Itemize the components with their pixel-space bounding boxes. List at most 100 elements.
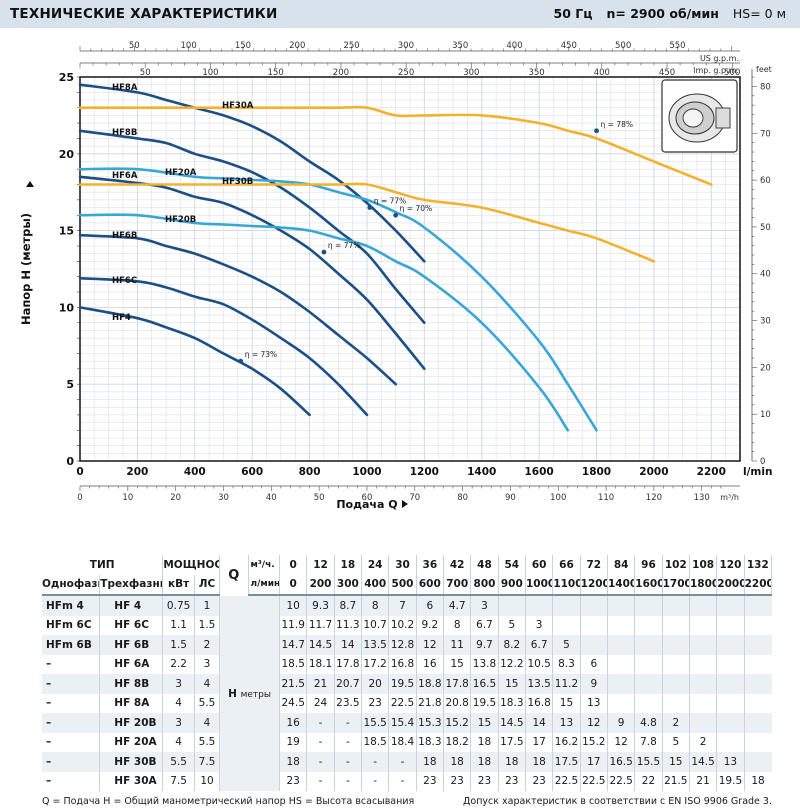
head-value: 17.8 — [443, 674, 472, 694]
head-value — [498, 595, 526, 616]
m3h-tick-label: 10 — [122, 493, 133, 503]
head-value: 18.3 — [498, 693, 526, 713]
head-value — [744, 615, 772, 635]
power-kw: 1.5 — [162, 635, 195, 655]
head-value: 13 — [716, 752, 745, 772]
head-value: 10.7 — [361, 615, 390, 635]
head-value: 13 — [580, 693, 608, 713]
power-kw: 7.5 — [162, 771, 195, 791]
head-value — [580, 615, 608, 635]
model-three-phase: HF 30A — [99, 771, 164, 791]
h-label-unit: метры — [240, 689, 271, 700]
m3h-tick-label: 40 — [266, 493, 277, 503]
head-value — [716, 732, 745, 752]
y-tick-label: 25 — [59, 71, 74, 84]
page-title: ТЕХНИЧЕСКИЕ ХАРАКТЕРИСТИКИ — [10, 6, 278, 22]
q-lmin-value: 1100 — [552, 574, 581, 596]
header-bar: ТЕХНИЧЕСКИЕ ХАРАКТЕРИСТИКИ 50 Гц n= 2900 … — [0, 0, 800, 28]
q-lmin-value: 800 — [470, 574, 499, 596]
col-header-lmin-unit: л/мин. — [248, 574, 281, 596]
head-value: - — [334, 771, 363, 791]
head-value — [662, 654, 690, 674]
x-tick-label: 200 — [126, 466, 148, 478]
power-kw: 5.5 — [162, 752, 195, 772]
head-value: 24.5 — [279, 693, 308, 713]
head-value: 21 — [306, 674, 335, 694]
speed-label: n= 2900 об/мин — [606, 6, 719, 21]
head-value — [689, 693, 718, 713]
x-tick-label: 2200 — [697, 466, 726, 478]
model-single-phase: – — [42, 771, 101, 791]
head-value: 15.4 — [388, 713, 417, 733]
m3h-tick-label: 50 — [314, 493, 325, 503]
power-hp: 5.5 — [194, 732, 221, 752]
x-unit-label: l/min — [743, 466, 772, 478]
m3h-tick-label: 100 — [550, 493, 566, 503]
head-value — [607, 635, 636, 655]
feet-unit-label: feet — [756, 65, 772, 74]
m3h-tick-label: 20 — [170, 493, 181, 503]
head-value: 17.2 — [361, 654, 390, 674]
x-tick-label: 400 — [184, 466, 206, 478]
q-m3h-value: 60 — [525, 555, 554, 575]
m3h-tick-label: 80 — [457, 493, 468, 503]
imp-gpm-unit-label: Imp. g.p.m. — [693, 66, 739, 75]
head-value: 12 — [580, 713, 608, 733]
x-tick-label: 1800 — [582, 466, 611, 478]
pump-motor — [715, 107, 731, 129]
curve-label-hf6a: HF6A — [112, 171, 138, 181]
head-value — [744, 674, 772, 694]
head-value — [634, 615, 663, 635]
head-value: 14.5 — [689, 752, 718, 772]
power-hp: 1 — [194, 595, 221, 616]
head-value — [607, 595, 636, 616]
model-single-phase: – — [42, 732, 101, 752]
head-value: 15 — [443, 654, 472, 674]
efficiency-point — [321, 249, 327, 255]
q-lmin-value: 1600 — [634, 574, 663, 596]
head-value: 16.8 — [525, 693, 554, 713]
head-value: 11.2 — [552, 674, 581, 694]
x-tick-label: 1600 — [525, 466, 554, 478]
power-kw: 4 — [162, 732, 195, 752]
feet-tick-label: 40 — [760, 270, 771, 280]
curve-label-hf20a: HF20A — [165, 168, 197, 178]
power-kw: 0.75 — [162, 595, 195, 616]
footer-tolerance: Допуск характеристик в соответствии с EN… — [462, 796, 772, 807]
pump-inlet — [682, 108, 704, 128]
head-value: 21.8 — [416, 693, 445, 713]
curve-label-hf20b: HF20B — [165, 215, 196, 225]
head-value — [552, 595, 581, 616]
head-value: 18 — [525, 752, 554, 772]
head-value — [744, 752, 772, 772]
q-lmin-value: 1800 — [689, 574, 718, 596]
head-value: 18.4 — [388, 732, 417, 752]
head-value — [634, 674, 663, 694]
head-value: 8.3 — [552, 654, 581, 674]
q-m3h-value: 66 — [552, 555, 581, 575]
q-m3h-value: 18 — [334, 555, 363, 575]
q-m3h-value: 42 — [443, 555, 472, 575]
head-value: 9 — [607, 713, 636, 733]
q-m3h-value: 72 — [580, 555, 608, 575]
head-value: 22.5 — [607, 771, 636, 791]
head-value: 22 — [634, 771, 663, 791]
curve-label-hf6b: HF6B — [112, 231, 137, 241]
h-label-letter: Н — [228, 687, 237, 700]
curve-hf6b — [78, 233, 397, 386]
head-value — [689, 713, 718, 733]
imp-gpm-tick-label: 300 — [463, 68, 479, 78]
head-value — [716, 713, 745, 733]
curve-hf4 — [78, 306, 311, 417]
head-value: 9.2 — [416, 615, 445, 635]
x-tick-label: 1200 — [410, 466, 439, 478]
power-kw: 4 — [162, 693, 195, 713]
head-value: 17 — [580, 752, 608, 772]
q-m3h-value: 102 — [662, 555, 690, 575]
performance-table: ТИПМОЩНОСТЬQм³/ч.01218243036424854606672… — [42, 555, 773, 791]
imp-gpm-tick-label: 500 — [724, 68, 740, 78]
q-m3h-value: 84 — [607, 555, 636, 575]
head-value — [744, 654, 772, 674]
y-tick-label: 5 — [66, 378, 74, 391]
head-value: 13.5 — [361, 635, 390, 655]
